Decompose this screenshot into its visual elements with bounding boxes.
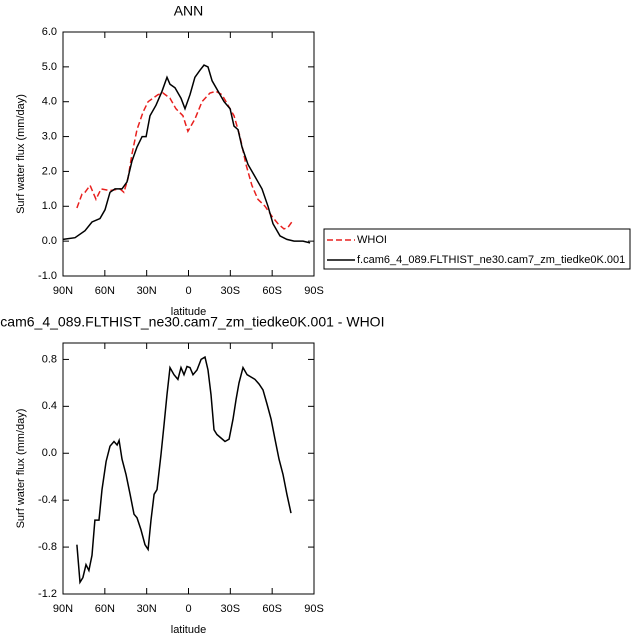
y-tick-label: 2.0 xyxy=(42,165,57,177)
line xyxy=(62,64,311,244)
legend-label: WHOI xyxy=(357,234,387,246)
x-tick-label: 30S xyxy=(221,603,241,615)
y-tick-label: 0.0 xyxy=(42,235,57,247)
line xyxy=(76,90,294,230)
x-tick-label: 90S xyxy=(304,285,324,297)
legend-box xyxy=(323,228,631,270)
y-tick-label: 3.0 xyxy=(42,130,57,142)
x-tick-label: 30S xyxy=(221,285,241,297)
x-tick-label: 90N xyxy=(53,603,73,615)
legend-label: f.cam6_4_089.FLTHIST_ne30.cam7_zm_tiedke… xyxy=(357,254,625,266)
y-tick-label: 4.0 xyxy=(42,96,57,108)
y-tick-label: -0.8 xyxy=(38,541,57,553)
y-tick-label: -0.4 xyxy=(38,494,57,506)
y-tick-label: -1.2 xyxy=(38,588,57,600)
y-axis-label: Surf water flux (mm/day) xyxy=(15,409,27,529)
chart-title: ANN xyxy=(174,3,204,19)
x-tick-label: 60S xyxy=(262,603,282,615)
y-tick-label: 0.0 xyxy=(42,447,57,459)
x-tick-label: 30N xyxy=(137,285,157,297)
y-tick-label: 6.0 xyxy=(42,26,57,38)
x-tick-label: 90S xyxy=(304,603,324,615)
y-tick-label: 1.0 xyxy=(42,200,57,212)
x-tick-label: 90N xyxy=(53,285,73,297)
y-axis-label: Surf water flux (mm/day) xyxy=(15,94,27,214)
plot-frame xyxy=(62,31,315,277)
x-tick-label: 60N xyxy=(95,285,115,297)
x-axis-label: latitude xyxy=(171,624,206,636)
y-tick-label: -1.0 xyxy=(38,270,57,282)
line xyxy=(76,355,292,585)
x-axis-label: latitude xyxy=(171,306,206,318)
x-tick-label: 0 xyxy=(185,603,191,615)
y-tick-label: 0.4 xyxy=(42,400,57,412)
x-tick-label: 30N xyxy=(137,603,157,615)
plot-frame xyxy=(62,342,315,595)
y-tick-label: 5.0 xyxy=(42,61,57,73)
chart-title: f.cam6_4_089.FLTHIST_ne30.cam7_zm_tiedke… xyxy=(0,314,384,330)
x-tick-label: 60N xyxy=(95,603,115,615)
y-tick-label: 0.8 xyxy=(42,353,57,365)
x-tick-label: 0 xyxy=(185,285,191,297)
x-tick-label: 60S xyxy=(262,285,282,297)
